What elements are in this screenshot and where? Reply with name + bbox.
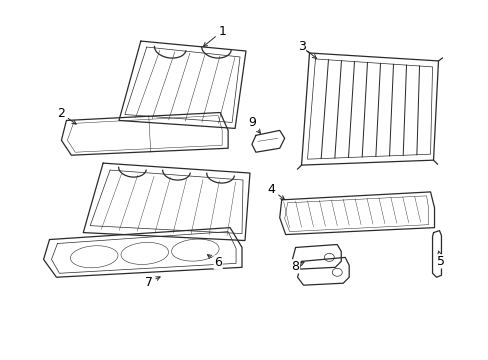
Text: 7: 7	[144, 276, 160, 289]
Text: 4: 4	[267, 184, 284, 199]
Text: 2: 2	[58, 107, 76, 124]
Text: 6: 6	[207, 255, 222, 269]
Text: 1: 1	[203, 24, 225, 46]
Text: 9: 9	[247, 116, 260, 133]
Text: 5: 5	[437, 251, 445, 268]
Text: 8: 8	[291, 260, 304, 273]
Text: 3: 3	[297, 40, 316, 58]
